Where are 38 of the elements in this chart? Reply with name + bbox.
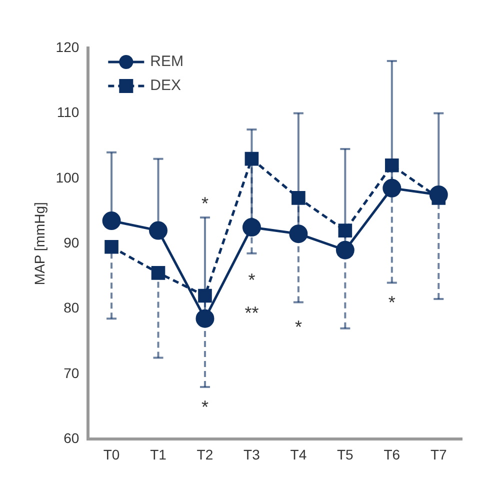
point [242, 218, 261, 237]
point [104, 240, 118, 254]
x-tick-label: T6 [384, 446, 400, 462]
legend-label: REM [150, 53, 184, 70]
y-tick-label: 70 [64, 364, 80, 381]
annotation: * [294, 316, 302, 337]
x-tick-label: T5 [337, 446, 354, 462]
point [385, 158, 399, 172]
annotation: * [248, 270, 256, 290]
y-tick-label: 90 [64, 234, 80, 250]
point [198, 288, 212, 303]
annotation: * [201, 396, 208, 417]
point [102, 212, 121, 230]
y-axis-title: MAP [mmHg] [31, 202, 48, 286]
x-tick-label: T3 [244, 446, 260, 462]
y-tick-label: 120 [56, 38, 80, 55]
point [244, 152, 259, 166]
annotation: ** [244, 303, 259, 324]
x-tick-label: T7 [430, 446, 448, 462]
x-tick-label: T1 [150, 446, 167, 462]
point [196, 309, 214, 328]
x-tick-label: T4 [290, 446, 307, 462]
point [336, 240, 354, 260]
point [151, 266, 166, 280]
point [338, 224, 352, 238]
y-tick-label: 100 [56, 169, 80, 186]
point [292, 191, 306, 205]
point [382, 178, 402, 198]
annotation: * [388, 292, 396, 313]
y-tick-label: 80 [64, 300, 80, 316]
legend-label: DEX [150, 77, 181, 94]
y-tick-label: 60 [64, 430, 80, 446]
point [149, 221, 168, 240]
x-tick-label: T0 [103, 446, 120, 462]
x-tick-label: T2 [196, 446, 214, 462]
point [289, 224, 308, 244]
annotation: * [201, 194, 208, 214]
y-tick-label: 110 [56, 104, 80, 120]
